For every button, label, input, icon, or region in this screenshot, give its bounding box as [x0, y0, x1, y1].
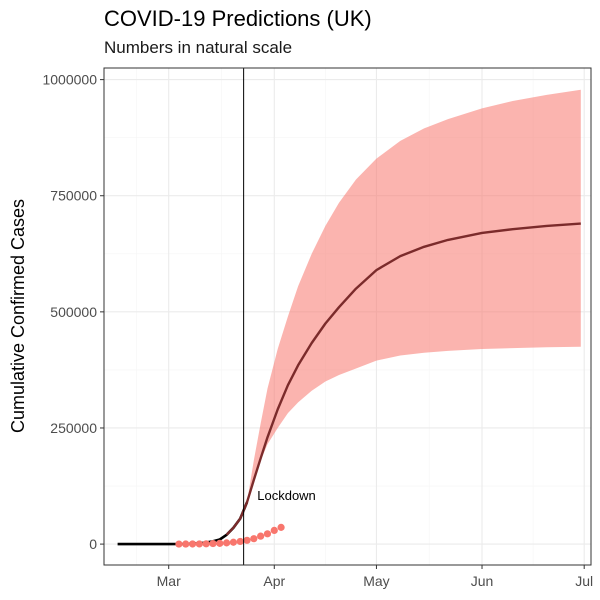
data-layer: [117, 89, 581, 548]
x-tick-label: Mar: [157, 573, 181, 589]
observed-point: [229, 538, 238, 546]
predicted-mean-line: [225, 222, 581, 536]
observed-point: [250, 535, 258, 543]
y-tick-label: 250000: [50, 420, 97, 436]
y-tick-label: 500000: [50, 304, 97, 320]
observed-point: [243, 536, 251, 544]
x-tick-label: Jun: [471, 573, 494, 589]
x-axis: Mar Apr May Jun Jul: [157, 565, 593, 589]
x-tick-label: May: [363, 573, 389, 589]
panel-border: [103, 67, 592, 566]
observed-point: [202, 540, 210, 548]
observed-point: [263, 530, 272, 538]
x-tick-label: Jul: [575, 573, 593, 589]
chart-title: COVID-19 Predictions (UK): [104, 6, 372, 31]
observed-point: [209, 539, 217, 548]
lockdown-label: Lockdown: [257, 488, 316, 503]
observed-point: [182, 540, 190, 548]
observed-point: [216, 539, 224, 547]
y-tick-label: 0: [89, 536, 97, 552]
y-tick-label: 750000: [50, 188, 97, 204]
observed-point: [257, 532, 265, 540]
observed-point: [277, 523, 285, 531]
y-tick-label: 1000000: [42, 72, 97, 88]
observed-point: [223, 539, 231, 547]
y-axis: 0 250000 500000 750000 1000000: [42, 72, 104, 552]
annotation-layer: Lockdown: [243, 68, 316, 565]
prediction-interval-band: [247, 89, 581, 503]
observed-point: [195, 540, 203, 548]
observed-point: [175, 540, 183, 548]
chart-subtitle: Numbers in natural scale: [104, 38, 293, 57]
observed-point: [236, 537, 244, 546]
x-tick-label: Apr: [263, 573, 285, 589]
observed-point: [270, 526, 278, 534]
y-axis-title: Cumulative Confirmed Cases: [8, 199, 28, 433]
observed-point: [188, 540, 197, 548]
